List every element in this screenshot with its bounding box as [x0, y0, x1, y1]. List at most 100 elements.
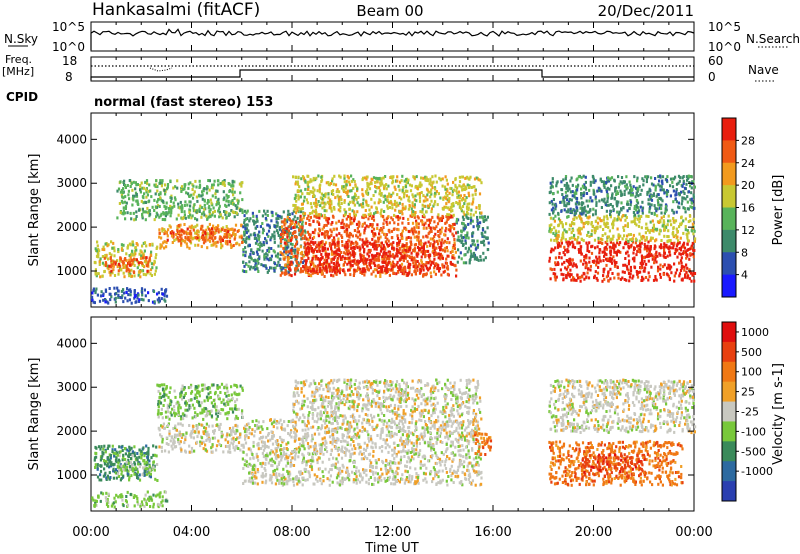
- power-range-cell: [211, 233, 215, 237]
- power-range-cell: [163, 292, 166, 296]
- power-range-cell: [383, 194, 386, 198]
- power-range-cell: [215, 244, 218, 248]
- power-range-cell: [367, 213, 370, 217]
- power-range-cell: [342, 214, 345, 218]
- power-range-cell: [304, 221, 307, 225]
- power-range-cell: [121, 294, 124, 298]
- power-range-cell: [624, 184, 627, 188]
- power-range-cell: [321, 201, 324, 205]
- power-range-cell: [380, 214, 383, 218]
- power-range-cell: [640, 226, 643, 230]
- power-range-cell: [472, 225, 475, 229]
- power-range-cell: [411, 230, 414, 234]
- power-range-cell: [683, 268, 686, 272]
- power-range-cell: [554, 229, 557, 233]
- power-range-cell: [243, 233, 246, 237]
- power-range-cell: [463, 253, 466, 257]
- power-range-cell: [433, 202, 436, 206]
- power-range-cell: [315, 256, 318, 260]
- power-range-cell: [128, 269, 131, 273]
- power-range-cell: [645, 222, 648, 226]
- power-range-cell: [234, 233, 237, 236]
- power-range-cell: [461, 188, 464, 192]
- power-range-cell: [353, 212, 356, 216]
- power-range-cell: [473, 257, 476, 261]
- power-range-cell: [304, 187, 307, 191]
- power-range-cell: [648, 202, 651, 206]
- power-range-cell: [183, 187, 186, 191]
- power-range-cell: [652, 183, 655, 187]
- power-range-cell: [338, 263, 341, 267]
- power-range-cell: [154, 269, 157, 273]
- power-range-cell: [558, 251, 561, 255]
- power-range-cell: [379, 183, 382, 187]
- power-range-cell: [144, 180, 147, 184]
- power-range-cell: [364, 209, 367, 212]
- power-range-cell: [659, 267, 662, 271]
- power-range-cell: [409, 189, 413, 193]
- power-range-cell: [261, 214, 264, 218]
- power-range-cell: [394, 187, 397, 191]
- power-range-cell: [161, 227, 164, 231]
- power-range-cell: [439, 257, 442, 261]
- power-range-cell: [384, 233, 387, 237]
- power-range-cell: [213, 214, 216, 218]
- power-range-cell: [387, 184, 390, 188]
- power-range-cell: [317, 241, 320, 245]
- power-range-cell: [147, 299, 150, 303]
- power-range-cell: [143, 288, 146, 292]
- power-range-cell: [583, 205, 586, 209]
- power-range-cell: [211, 236, 214, 240]
- power-range-cell: [567, 249, 570, 253]
- power-range-cell: [660, 185, 663, 189]
- power-range-cell: [687, 176, 690, 180]
- power-range-cell: [382, 222, 385, 226]
- power-range-cell: [675, 210, 678, 214]
- power-range-cell: [296, 250, 299, 254]
- power-range-cell: [330, 202, 333, 206]
- power-range-cell: [621, 270, 624, 274]
- power-range-cell: [255, 250, 259, 254]
- power-range-cell: [220, 242, 223, 246]
- power-range-cell: [120, 189, 124, 192]
- power-range-cell: [623, 180, 626, 184]
- power-range-cell: [301, 269, 305, 273]
- power-range-cell: [649, 220, 652, 224]
- power-range-cell: [352, 219, 355, 223]
- power-range-cell: [200, 215, 203, 219]
- power-range-cell: [315, 243, 318, 247]
- power-range-cell: [412, 229, 415, 233]
- power-range-cell: [624, 214, 627, 218]
- power-range-cell: [346, 234, 349, 238]
- power-range-cell: [114, 260, 118, 264]
- power-range-cell: [603, 254, 606, 258]
- power-range-cell: [345, 223, 348, 227]
- power-range-cell: [633, 265, 636, 269]
- power-echo-region: [166, 227, 239, 244]
- power-range-cell: [385, 217, 388, 221]
- power-range-cell: [357, 266, 360, 270]
- power-range-cell: [441, 263, 444, 267]
- power-range-cell: [661, 182, 664, 186]
- power-range-cell: [577, 276, 580, 280]
- power-range-cell: [556, 180, 559, 184]
- power-range-cell: [589, 180, 592, 184]
- power-range-cell: [212, 206, 215, 210]
- power-range-cell: [283, 271, 287, 275]
- power-range-cell: [105, 253, 108, 257]
- power-range-cell: [627, 262, 630, 266]
- power-range-cell: [420, 176, 423, 180]
- power-range-cell: [425, 249, 428, 253]
- power-range-cell: [462, 261, 465, 265]
- power-range-cell: [573, 191, 576, 195]
- power-range-cell: [373, 201, 376, 205]
- power-range-cell: [194, 209, 197, 213]
- power-range-cell: [432, 180, 435, 184]
- power-range-cell: [667, 214, 670, 218]
- power-range-cell: [126, 267, 129, 271]
- power-range-cell: [648, 249, 651, 253]
- power-range-cell: [586, 246, 589, 250]
- power-range-cell: [224, 212, 227, 216]
- power-range-cell: [404, 248, 407, 252]
- power-range-cell: [634, 195, 637, 199]
